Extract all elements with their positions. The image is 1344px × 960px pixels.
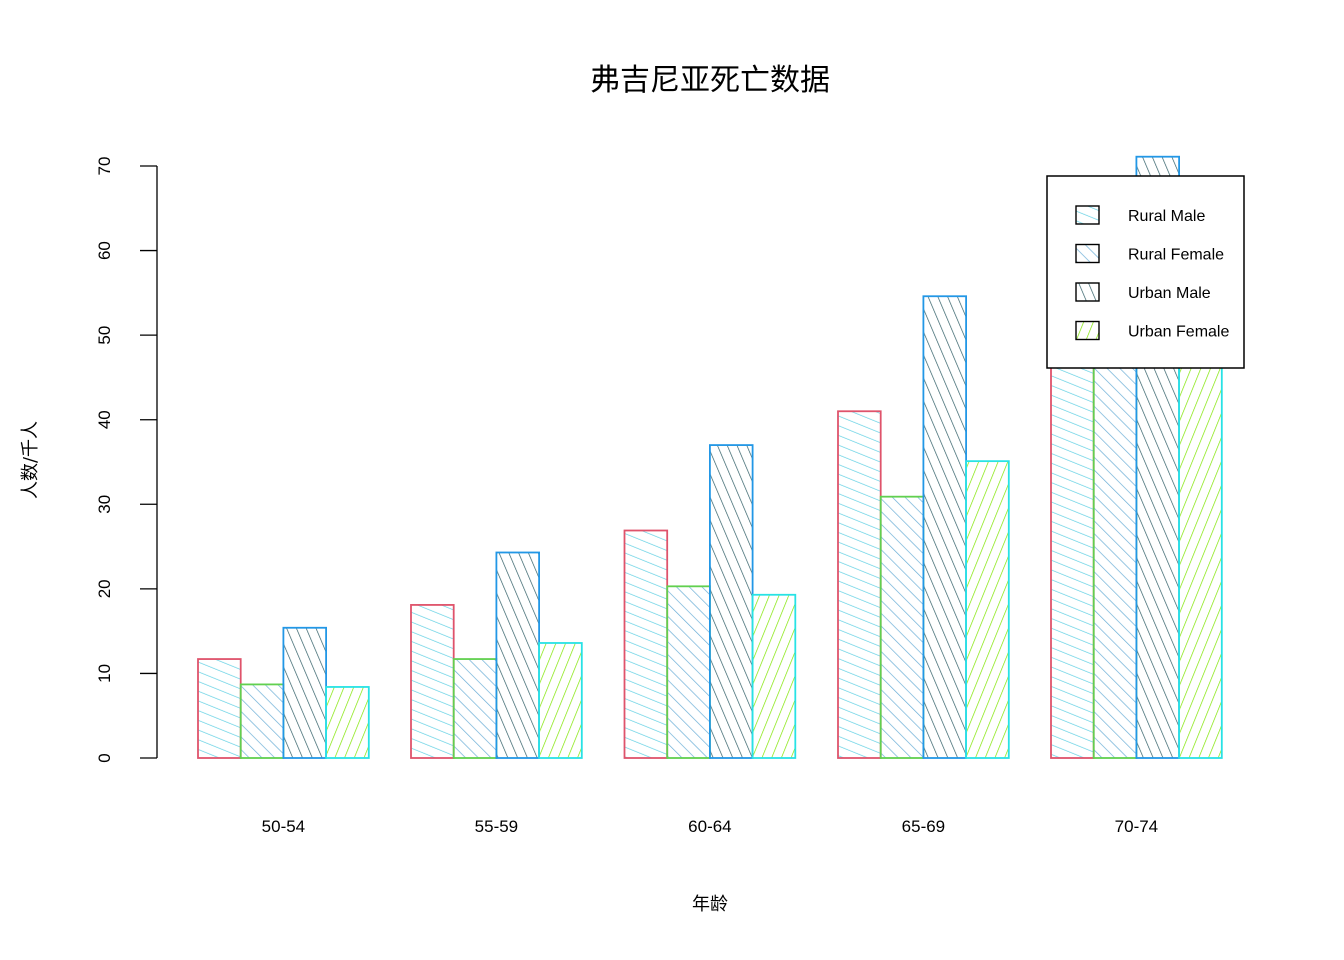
bar-70-74-rural-female: [1092, 297, 1138, 759]
bars: [197, 155, 1223, 759]
x-tick-label: 50-54: [262, 817, 305, 836]
y-tick-label: 0: [95, 753, 114, 762]
bar-50-54-urban-female: [325, 686, 370, 759]
bar-60-64-rural-female: [666, 585, 711, 759]
bar-65-69-rural-male: [837, 410, 882, 759]
y-tick-label: 10: [95, 664, 114, 683]
bar-65-69-rural-female: [879, 495, 925, 759]
legend-label: Urban Female: [1128, 324, 1229, 341]
legend-key: [1075, 205, 1100, 225]
y-axis: 0 10 20 30 40 50 60 70: [95, 157, 158, 763]
x-tick-label: 55-59: [475, 817, 518, 836]
legend-key: [1075, 243, 1100, 264]
legend-label: Rural Female: [1128, 247, 1224, 264]
bar-55-59-urban-female: [538, 642, 583, 759]
x-axis-label: 年龄: [692, 894, 728, 915]
bar-50-54-rural-female: [239, 683, 285, 759]
bar-60-64-urban-female: [751, 593, 797, 759]
legend-key: [1075, 320, 1100, 341]
bar-60-64-urban-male: [709, 444, 754, 759]
x-tick-labels: 50-54 55-59 60-64 65-69 70-74: [262, 817, 1158, 836]
x-tick-label: 65-69: [902, 817, 945, 836]
y-tick-label: 20: [95, 579, 114, 598]
legend-label: Urban Male: [1128, 285, 1211, 302]
x-tick-label: 70-74: [1115, 817, 1158, 836]
bar-55-59-rural-male: [410, 604, 455, 759]
bar-55-59-urban-male: [495, 551, 540, 759]
y-tick-label: 60: [95, 241, 114, 260]
bar-65-69-urban-male: [922, 295, 968, 759]
legend-label: Rural Male: [1128, 208, 1205, 225]
y-tick-label: 30: [95, 495, 114, 514]
y-tick-label: 70: [95, 157, 114, 176]
y-axis-label: 人数/千人: [20, 421, 41, 499]
y-tick-label: 40: [95, 410, 114, 429]
legend: Rural Male Rural Female Urban Male Urban Fe…: [1046, 175, 1245, 369]
bar-55-59-rural-female: [452, 658, 498, 759]
bar-50-54-urban-male: [282, 626, 327, 759]
bar-60-64-rural-male: [623, 529, 669, 759]
x-tick-label: 60-64: [688, 817, 731, 836]
legend-key: [1075, 282, 1100, 302]
chart-title: 弗吉尼亚死亡数据: [590, 63, 830, 98]
bar-50-54-rural-male: [197, 658, 242, 759]
bar-70-74-urban-female: [1178, 334, 1223, 759]
y-tick-label: 50: [95, 326, 114, 345]
bar-65-69-urban-female: [965, 460, 1010, 759]
